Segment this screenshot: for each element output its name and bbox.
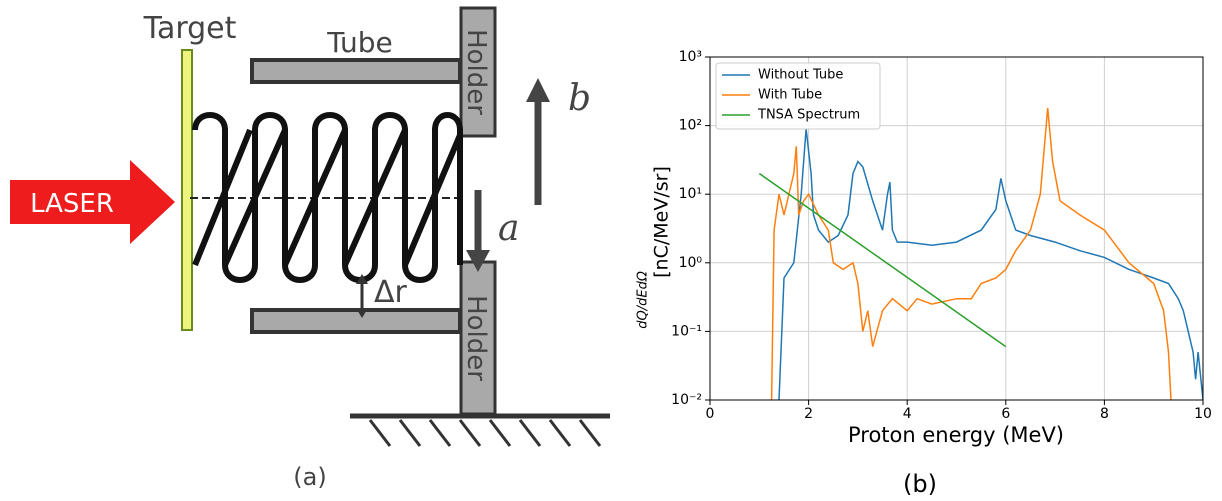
chart: (b) Proton energy (MeV) dQ/dEdΩ [nC/MeV/…	[636, 49, 1212, 498]
target	[181, 49, 193, 331]
y-tick-label: 10¹	[679, 186, 702, 202]
holder-label: Holder	[461, 295, 491, 381]
series-line	[758, 172, 1007, 348]
y-tick-label: 10⁻¹	[671, 323, 702, 339]
x-tick-label: 8	[1100, 406, 1109, 422]
arrowhead	[466, 250, 490, 272]
tube-bottom	[250, 308, 462, 334]
legend-label: With Tube	[758, 88, 822, 103]
x-tick-label: 0	[706, 406, 715, 422]
legend-label: TNSA Spectrum	[757, 108, 860, 123]
x-tick-label: 4	[903, 406, 912, 422]
gap-label: Δr	[374, 275, 408, 310]
y-axis-label: [nC/MeV/sr]	[651, 166, 673, 278]
x-tick-label: 6	[1001, 406, 1010, 422]
y-tick-label: 10²	[679, 118, 702, 134]
caption: (a)	[293, 463, 326, 491]
series-line	[778, 128, 1203, 400]
plot-frame	[709, 56, 1204, 401]
series-line	[770, 108, 1172, 400]
caption: (b)	[903, 470, 937, 498]
x-tick-label: 2	[804, 406, 813, 422]
x-axis-label: Proton energy (MeV)	[848, 423, 1064, 447]
y-tick-label: 10³	[679, 49, 702, 65]
a-label: a	[498, 208, 519, 249]
y-tick-label: 10⁻²	[671, 392, 702, 408]
ground-hatch	[368, 419, 602, 447]
holder-top	[459, 6, 497, 138]
legend-box	[715, 62, 881, 130]
arrowhead	[526, 78, 550, 102]
diagram: Target Tube Holder Holder LASER b a Δr	[10, 6, 610, 491]
legend-label: Without Tube	[758, 68, 843, 83]
target-label: Target	[143, 11, 237, 46]
b-label: b	[568, 78, 591, 119]
holder-label: Holder	[461, 29, 491, 115]
x-tick-label: 10	[1194, 406, 1212, 422]
coil	[192, 112, 463, 283]
laser-arrow	[10, 160, 175, 244]
y-axis-label: dQ/dEdΩ	[636, 271, 651, 329]
arrowhead	[356, 308, 368, 318]
laser-label: LASER	[30, 189, 114, 219]
arrowhead	[356, 274, 368, 284]
tube-top	[250, 58, 462, 84]
y-tick-label: 10⁰	[679, 255, 703, 271]
tube-label: Tube	[326, 26, 393, 59]
